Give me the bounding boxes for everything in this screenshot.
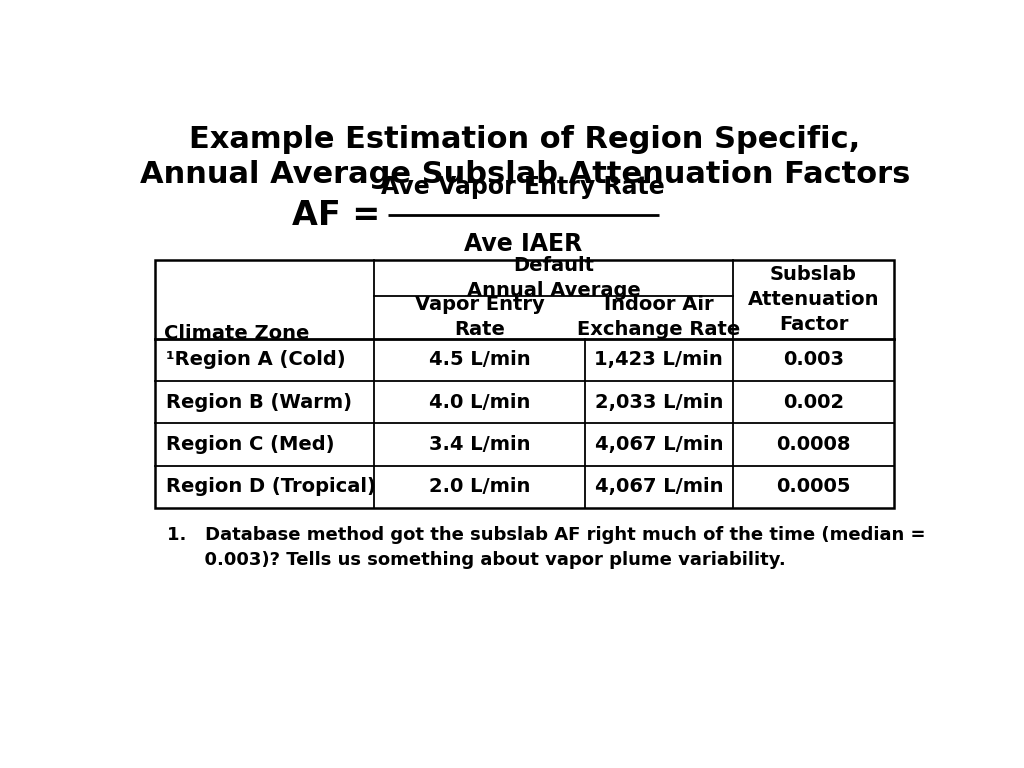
Text: Climate Zone: Climate Zone	[165, 324, 310, 343]
Text: 4.5 L/min: 4.5 L/min	[429, 350, 530, 369]
Text: 1.   Database method got the subslab AF right much of the time (median =: 1. Database method got the subslab AF ri…	[167, 525, 926, 544]
Text: 2,033 L/min: 2,033 L/min	[595, 392, 723, 412]
Text: Example Estimation of Region Specific,: Example Estimation of Region Specific,	[189, 125, 860, 154]
Text: 4,067 L/min: 4,067 L/min	[595, 477, 723, 496]
Text: 0.0008: 0.0008	[776, 435, 851, 454]
Text: Subslab
Attenuation
Factor: Subslab Attenuation Factor	[748, 265, 880, 334]
Text: Indoor Air
Exchange Rate: Indoor Air Exchange Rate	[578, 296, 740, 339]
Text: Ave Vapor Entry Rate: Ave Vapor Entry Rate	[381, 175, 666, 199]
Text: Vapor Entry
Rate: Vapor Entry Rate	[415, 296, 545, 339]
Text: ¹Region A (Cold): ¹Region A (Cold)	[166, 350, 346, 369]
Text: Region C (Med): Region C (Med)	[166, 435, 335, 454]
Text: Annual Average Subslab Attenuation Factors: Annual Average Subslab Attenuation Facto…	[139, 160, 910, 189]
Text: AF =: AF =	[292, 199, 380, 232]
Text: 1,423 L/min: 1,423 L/min	[595, 350, 723, 369]
Text: Region B (Warm): Region B (Warm)	[166, 392, 352, 412]
Text: 0.002: 0.002	[783, 392, 844, 412]
Text: Ave IAER: Ave IAER	[464, 231, 583, 256]
Text: 0.003)? Tells us something about vapor plume variability.: 0.003)? Tells us something about vapor p…	[167, 551, 785, 569]
Text: 0.0005: 0.0005	[776, 477, 851, 496]
Text: 3.4 L/min: 3.4 L/min	[429, 435, 530, 454]
Text: 4,067 L/min: 4,067 L/min	[595, 435, 723, 454]
Text: 4.0 L/min: 4.0 L/min	[429, 392, 530, 412]
Text: 2.0 L/min: 2.0 L/min	[429, 477, 530, 496]
Text: 0.003: 0.003	[783, 350, 844, 369]
Bar	[155, 260, 895, 508]
Text: Default
Annual Average: Default Annual Average	[467, 256, 640, 300]
Text: Region D (Tropical): Region D (Tropical)	[166, 477, 376, 496]
